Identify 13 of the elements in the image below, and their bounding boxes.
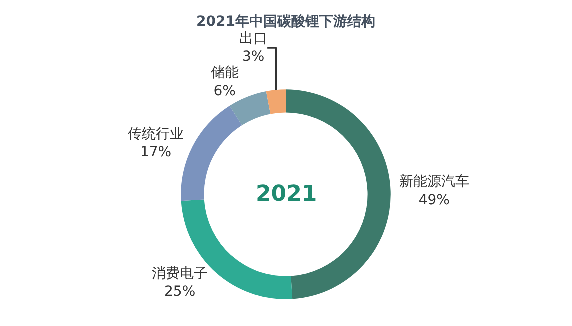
slice-label: 新能源汽车	[399, 174, 470, 190]
chart-title: 2021年中国碳酸锂下游结构	[196, 14, 376, 30]
data-label: 49%	[418, 192, 450, 208]
text: 2021	[256, 182, 318, 207]
data-label: 17%	[140, 144, 172, 161]
slice-label: 消费电子	[152, 266, 208, 282]
slice-label: 出口	[240, 30, 268, 47]
data-label: 6%	[214, 83, 236, 100]
donut-slice	[266, 90, 286, 114]
slice-label: 储能	[210, 65, 239, 82]
data-label: 3%	[242, 49, 265, 66]
data-label: 25%	[164, 284, 196, 300]
slice-label: 传统行业	[128, 126, 184, 142]
